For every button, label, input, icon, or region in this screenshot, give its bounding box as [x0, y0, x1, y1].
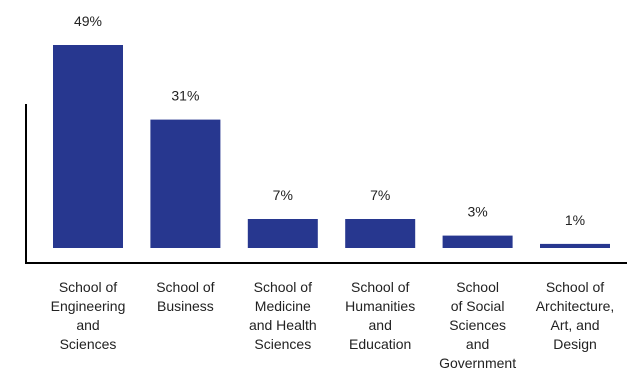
category-label-line: of Social — [450, 298, 505, 314]
category-label-line: Sciences — [254, 336, 312, 352]
category-label-4: School of Social Sciences and Government — [429, 278, 527, 373]
bar-4 — [442, 235, 513, 248]
bar-2 — [247, 219, 318, 248]
category-label-5: School of Architecture, Art, and Design — [526, 278, 624, 354]
category-label-line: School of — [545, 279, 605, 295]
category-label-line: and — [76, 317, 100, 333]
category-label-line: Sciences — [59, 336, 117, 352]
category-label-0: School of Engineering and Sciences — [39, 278, 137, 354]
value-label-0: 49% — [74, 13, 102, 29]
value-label-2: 7% — [273, 187, 293, 203]
category-label-line: Medicine — [254, 298, 311, 314]
value-label-3: 7% — [370, 187, 390, 203]
category-label-line: School of — [58, 279, 118, 295]
category-label-line: Education — [349, 336, 412, 352]
category-label-line: Government — [439, 355, 517, 371]
category-label-line: Art, and — [550, 317, 600, 333]
category-label-line: School of — [156, 279, 215, 295]
category-label-line: School of — [351, 279, 410, 295]
bar-1 — [150, 119, 221, 248]
chart-axis — [25, 104, 627, 264]
category-label-line: School — [456, 279, 499, 295]
category-label-line: School of — [253, 279, 312, 295]
value-label-1: 31% — [171, 88, 199, 104]
bars-group — [53, 45, 610, 248]
category-label-2: School of Medicine and Health Sciences — [234, 278, 332, 354]
category-label-line: and — [368, 317, 392, 333]
bar-0 — [53, 45, 123, 248]
category-label-line: and Health — [248, 317, 317, 333]
category-label-line: Architecture, — [535, 298, 615, 314]
category-label-line: Sciences — [449, 317, 506, 333]
value-labels-group: 49% 31% 7% 7% 3% 1% — [74, 13, 585, 228]
category-label-line: and — [465, 336, 490, 352]
category-label-line: Humanities — [345, 298, 416, 314]
bar-5 — [540, 243, 610, 248]
value-label-5: 1% — [565, 212, 585, 228]
value-label-4: 3% — [467, 204, 487, 220]
bar-3 — [345, 219, 416, 248]
category-label-line: Business — [156, 298, 214, 314]
category-label-line: Engineering — [50, 298, 126, 314]
category-label-1: School of Business — [136, 278, 234, 316]
category-label-line: Design — [553, 336, 597, 352]
category-label-3: School of Humanities and Education — [331, 278, 429, 354]
